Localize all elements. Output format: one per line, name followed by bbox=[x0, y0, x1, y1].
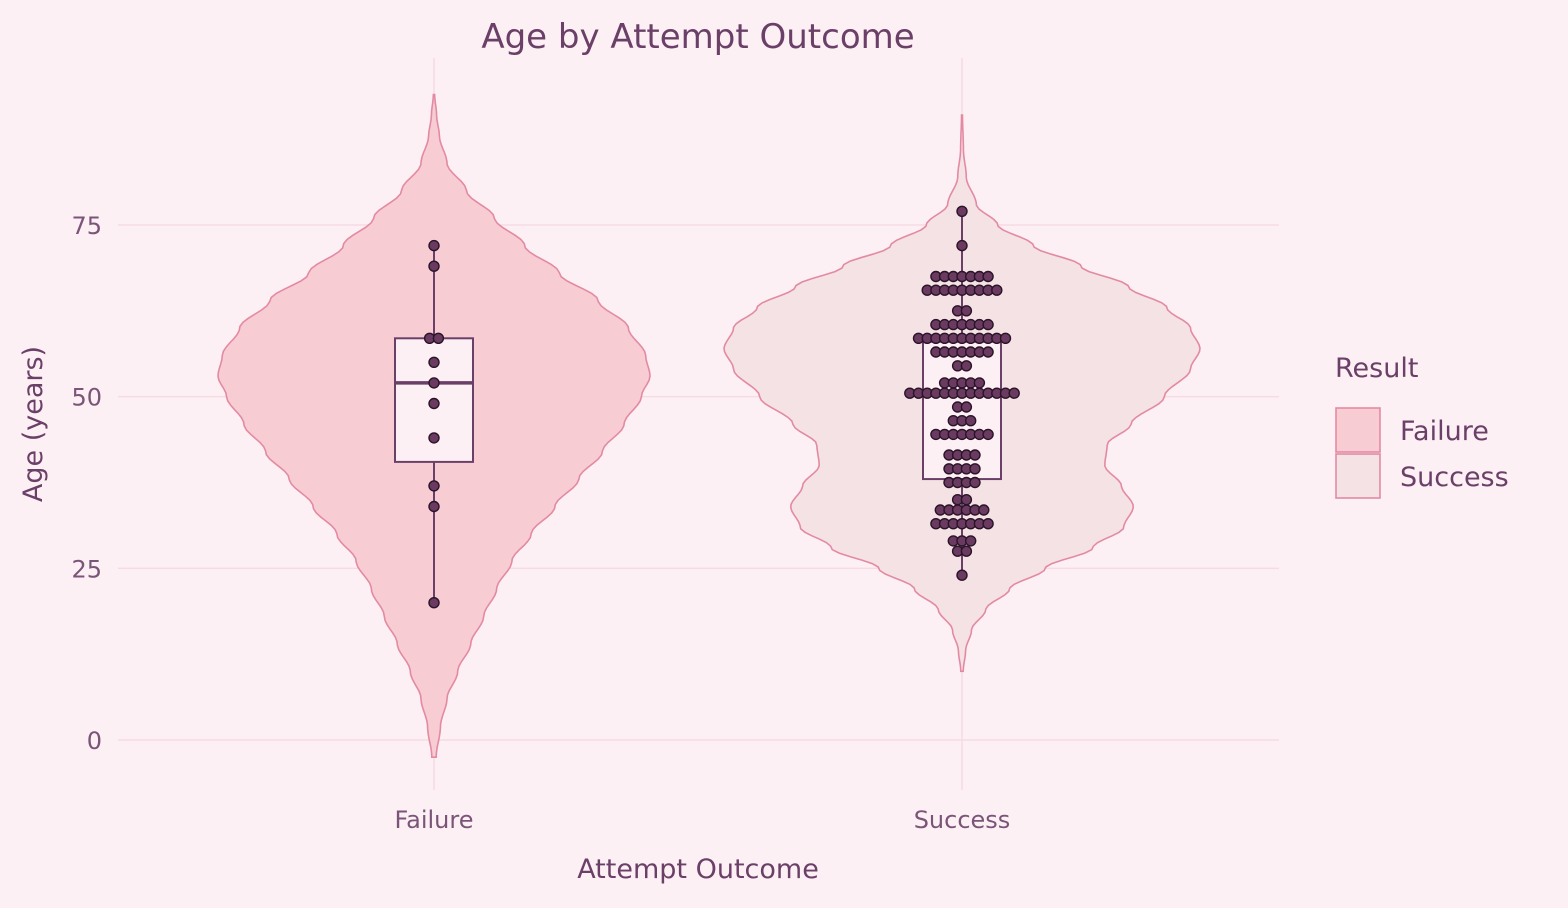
point-success bbox=[965, 415, 977, 427]
violins bbox=[217, 93, 1201, 758]
point-success bbox=[960, 545, 973, 557]
y-tick-label-50: 50 bbox=[71, 384, 102, 412]
y-tick-label-25: 25 bbox=[71, 555, 102, 583]
legend-label-failure: Failure bbox=[1400, 416, 1489, 447]
point-failure bbox=[428, 397, 440, 410]
point-success bbox=[973, 377, 986, 389]
point-success bbox=[982, 428, 994, 441]
point-success bbox=[1008, 387, 1020, 399]
legend-swatch-failure bbox=[1335, 407, 1381, 453]
point-success bbox=[999, 332, 1012, 344]
x-axis-title: Attempt Outcome bbox=[577, 854, 819, 885]
point-failure bbox=[432, 332, 445, 344]
point-success bbox=[982, 518, 994, 530]
x-tick-label-failure: Failure bbox=[395, 806, 474, 834]
point-success bbox=[960, 305, 973, 317]
point-failure bbox=[428, 377, 440, 389]
legend-swatch-success bbox=[1335, 453, 1381, 499]
point-success bbox=[991, 284, 1003, 296]
point-success bbox=[965, 535, 977, 547]
data-points bbox=[423, 205, 1020, 609]
point-failure bbox=[428, 239, 440, 252]
y-tick-label-75: 75 bbox=[71, 212, 102, 240]
x-tick-label-success: Success bbox=[914, 806, 1011, 834]
point-failure bbox=[428, 597, 440, 609]
point-failure bbox=[428, 500, 440, 513]
legend: Result Failure Success bbox=[1335, 353, 1509, 499]
y-tick-label-0: 0 bbox=[87, 727, 102, 755]
y-axis-ticks: 0 25 50 75 bbox=[71, 212, 102, 755]
point-failure bbox=[428, 356, 440, 368]
legend-label-success: Success bbox=[1400, 462, 1509, 493]
y-axis-title: Age (years) bbox=[18, 346, 49, 502]
point-success bbox=[956, 239, 968, 252]
x-axis-ticks: Failure Success bbox=[395, 806, 1011, 834]
point-success bbox=[956, 205, 968, 218]
point-success bbox=[960, 494, 973, 506]
point-success bbox=[956, 569, 968, 581]
point-failure bbox=[428, 432, 440, 444]
chart-title: Age by Attempt Outcome bbox=[481, 17, 914, 57]
point-success bbox=[969, 463, 981, 475]
point-success bbox=[969, 449, 981, 461]
point-success bbox=[982, 318, 994, 331]
legend-title: Result bbox=[1335, 353, 1418, 384]
point-failure bbox=[428, 480, 440, 492]
point-success bbox=[978, 504, 990, 516]
point-failure bbox=[428, 260, 440, 272]
point-success bbox=[960, 401, 973, 413]
point-success bbox=[960, 360, 973, 372]
point-success bbox=[969, 476, 981, 489]
point-success bbox=[982, 270, 994, 283]
point-success bbox=[982, 346, 994, 358]
